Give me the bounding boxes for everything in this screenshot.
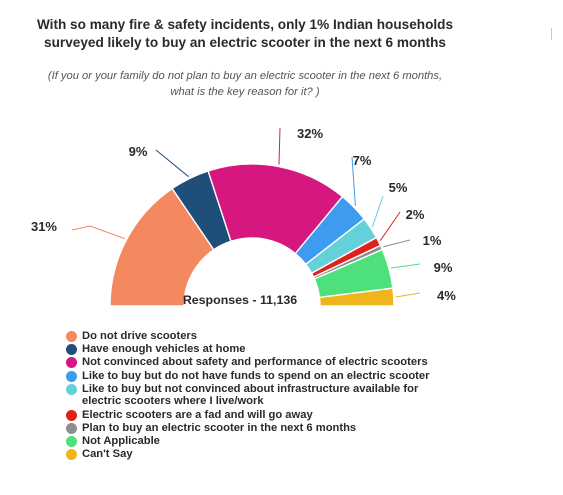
legend-label: Electric scooters are a fad and will go … [82, 408, 313, 421]
legend-item: Not convinced about safety and performan… [66, 356, 446, 369]
data-label-9: 4% [437, 288, 456, 303]
legend-swatch [66, 409, 77, 421]
legend-label: Plan to buy an electric scooter in the n… [82, 421, 357, 434]
leader-line-8 [390, 263, 421, 269]
legend-item: Not Applicable [66, 435, 446, 448]
legend-swatch [66, 357, 77, 369]
leader-line-7 [383, 239, 411, 248]
legend-swatch [66, 370, 77, 382]
legend-swatch [66, 422, 77, 434]
chart-title: With so many fire & safety incidents, on… [36, 17, 454, 50]
legend-item: Like to buy but do not have funds to spe… [66, 370, 446, 383]
leader-line-9 [395, 292, 421, 298]
data-label-5: 5% [389, 180, 408, 195]
chart-subtitle: (If you or your family do not plan to bu… [47, 70, 443, 98]
legend-swatch [66, 435, 77, 447]
data-label-1: 31% [31, 219, 57, 234]
data-label-2: 9% [129, 144, 148, 159]
legend-label: Can't Say [82, 448, 133, 461]
slice-3 [207, 163, 344, 255]
leader-line-1 [71, 225, 125, 240]
legend-item: Electric scooters are a fad and will go … [66, 409, 446, 422]
center-label: Responses - 11,136 [183, 293, 297, 307]
legend-swatch [66, 344, 77, 356]
legend-label: Have enough vehicles at home [82, 343, 246, 356]
leader-line-3 [278, 127, 281, 165]
legend-item: Can't Say [66, 448, 446, 461]
leader-line-2 [155, 149, 189, 178]
legend-item: Plan to buy an electric scooter in the n… [66, 422, 446, 435]
legend-label: Do not drive scooters [82, 330, 198, 342]
data-label-8: 9% [434, 260, 453, 275]
legend-label: Not Applicable [82, 434, 160, 447]
leader-line-6 [379, 211, 401, 241]
legend-item: Have enough vehicles at home [66, 343, 446, 356]
edge-divider [551, 28, 552, 40]
data-label-7: 1% [423, 233, 442, 248]
legend-item: Like to buy but not convinced about infr… [66, 383, 446, 408]
legend-swatch [66, 383, 77, 395]
data-label-6: 2% [406, 207, 425, 222]
legend-label: Not convinced about safety and performan… [82, 356, 428, 369]
chart-legend: Do not drive scooters Have enough vehicle… [66, 330, 446, 461]
leader-line-4 [351, 156, 356, 206]
legend-swatch [66, 449, 77, 461]
data-label-4: 7% [353, 153, 372, 168]
data-label-3: 32% [297, 126, 323, 141]
legend-swatch [66, 331, 77, 342]
legend-item: Do not drive scooters [66, 330, 446, 343]
legend-label: Like to buy but not convinced about infr… [82, 382, 419, 408]
legend-label: Like to buy but do not have funds to spe… [82, 369, 430, 382]
slice-9 [318, 287, 395, 307]
leader-line-5 [371, 195, 384, 228]
